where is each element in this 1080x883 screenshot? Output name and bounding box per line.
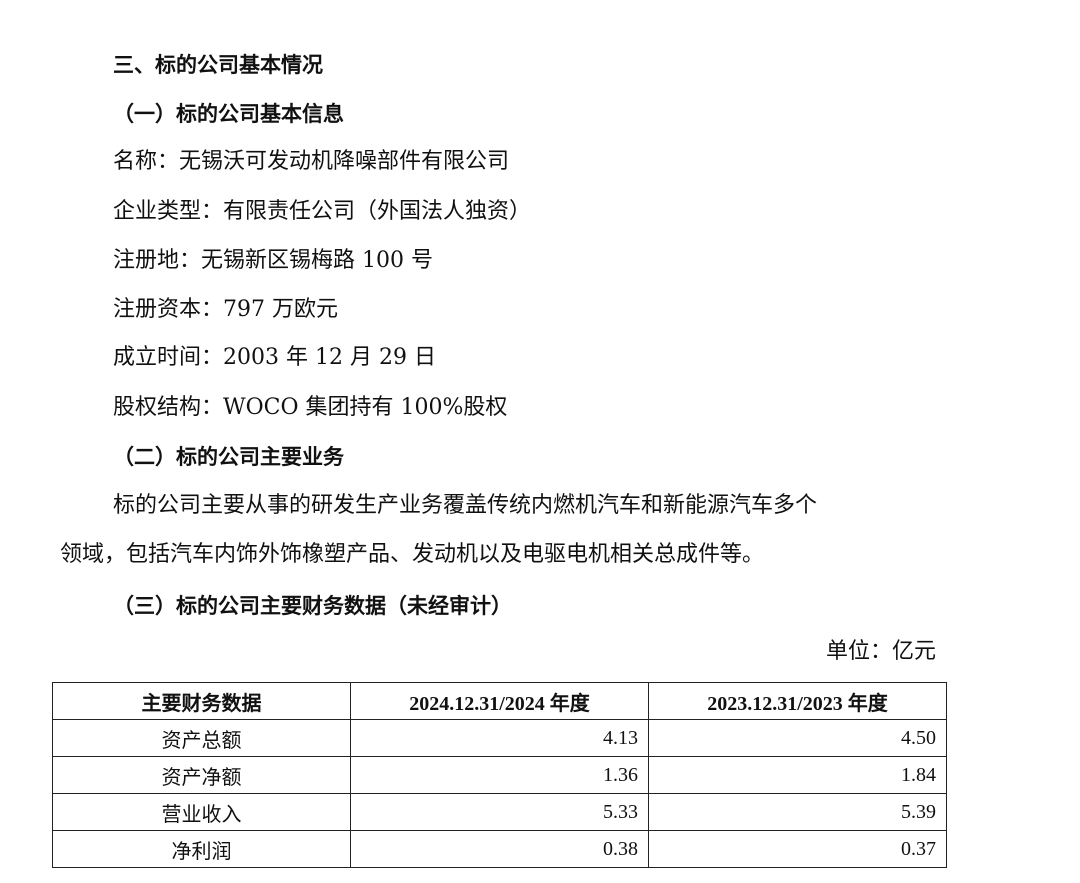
value-2024: 0.38: [350, 830, 649, 868]
table-row: 资产净额 1.36 1.84: [52, 756, 947, 794]
subsection-financials: （三）标的公司主要财务数据（未经审计）: [113, 594, 512, 618]
business-line-2: 领域，包括汽车内饰外饰橡塑产品、发动机以及电驱电机相关总成件等。: [60, 542, 765, 567]
row-label: 营业收入: [52, 793, 351, 831]
header-2024: 2024.12.31/2024 年度: [350, 682, 649, 720]
row-label: 资产总额: [52, 719, 351, 757]
value-2023: 5.39: [648, 793, 947, 831]
header-2023: 2023.12.31/2023 年度: [648, 682, 947, 720]
info-ownership: 股权结构：WOCO 集团持有 100%股权: [113, 395, 508, 420]
value-2023: 4.50: [648, 719, 947, 757]
unit-label: 单位：亿元: [825, 639, 936, 664]
table-row: 净利润 0.38 0.37: [52, 830, 947, 868]
header-metric: 主要财务数据: [52, 682, 351, 720]
info-founded: 成立时间：2003 年 12 月 29 日: [113, 345, 436, 370]
table-row: 资产总额 4.13 4.50: [52, 719, 947, 757]
info-address: 注册地：无锡新区锡梅路 100 号: [113, 248, 433, 273]
table-header-row: 主要财务数据 2024.12.31/2024 年度 2023.12.31/202…: [52, 682, 947, 720]
value-2023: 1.84: [648, 756, 947, 794]
info-type: 企业类型：有限责任公司（外国法人独资）: [113, 199, 532, 224]
value-2023: 0.37: [648, 830, 947, 868]
info-name: 名称：无锡沃可发动机降噪部件有限公司: [113, 149, 510, 174]
value-2024: 4.13: [350, 719, 649, 757]
subsection-business: （二）标的公司主要业务: [113, 445, 344, 469]
section-title: 三、标的公司基本情况: [113, 53, 323, 77]
subsection-basic-info: （一）标的公司基本信息: [113, 102, 344, 126]
info-capital: 注册资本：797 万欧元: [113, 297, 338, 322]
table-row: 营业收入 5.33 5.39: [52, 793, 947, 831]
financial-table: 主要财务数据 2024.12.31/2024 年度 2023.12.31/202…: [52, 682, 947, 868]
row-label: 净利润: [52, 830, 351, 868]
row-label: 资产净额: [52, 756, 351, 794]
value-2024: 1.36: [350, 756, 649, 794]
value-2024: 5.33: [350, 793, 649, 831]
business-line-1: 标的公司主要从事的研发生产业务覆盖传统内燃机汽车和新能源汽车多个: [113, 493, 818, 518]
